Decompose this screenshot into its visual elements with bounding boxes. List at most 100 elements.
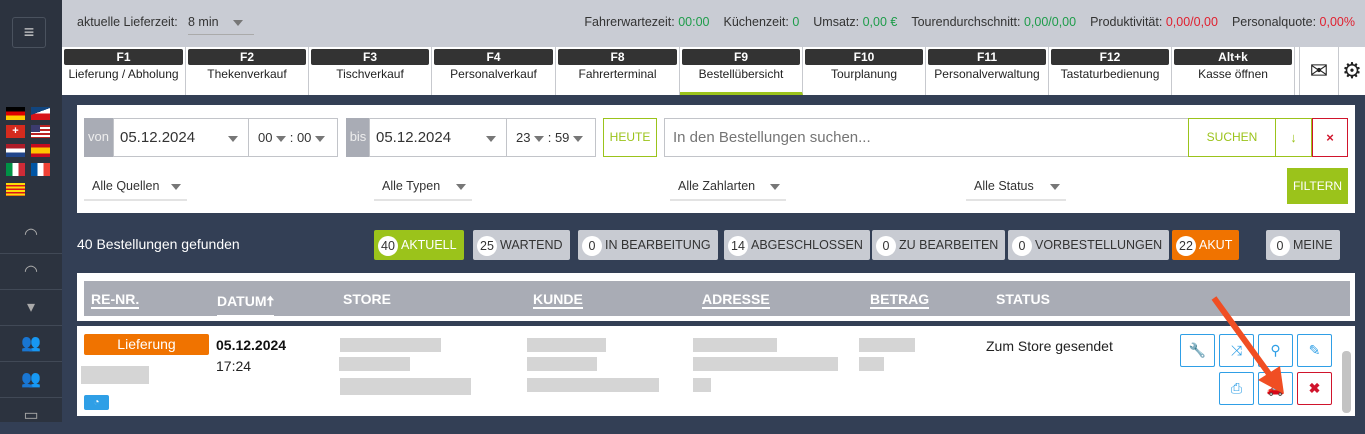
payment-value: Alle Zahlarten xyxy=(678,179,756,193)
users-icon[interactable]: 👥 xyxy=(0,325,62,361)
chevron-down-icon xyxy=(486,136,496,142)
tab-f3[interactable]: F3 Tischverkauf xyxy=(309,47,432,95)
chevron-down-icon xyxy=(456,184,466,190)
tab-shortcut: F11 xyxy=(928,49,1046,65)
pill-label: ZU BEARBEITEN xyxy=(899,238,999,252)
pill-label: AKUT xyxy=(1199,238,1233,252)
chevron-down-icon xyxy=(171,184,181,190)
pill-in-bearbeitung[interactable]: 0 IN BEARBEITUNG xyxy=(578,230,718,260)
status-select[interactable]: Alle Status xyxy=(966,175,1066,201)
tab-shortcut: F8 xyxy=(558,49,677,65)
gear-icon[interactable]: ⚙ xyxy=(1339,47,1365,95)
flag-nl-icon[interactable] xyxy=(6,144,25,157)
pill-aktuell[interactable]: 40 AKTUELL xyxy=(374,230,464,260)
payment-select[interactable]: Alle Zahlarten xyxy=(670,175,786,201)
pill-abgeschlossen[interactable]: 14 ABGESCHLOSSEN xyxy=(724,230,870,260)
type-value: Alle Typen xyxy=(382,179,441,193)
bucket-icon[interactable]: ▾ xyxy=(0,289,62,325)
flag-de-icon[interactable] xyxy=(6,107,25,120)
header-adresse[interactable]: ADRESSE xyxy=(702,291,770,309)
tab-label: Personalverwaltung xyxy=(934,67,1040,81)
print-icon[interactable]: ⎙ xyxy=(1219,372,1254,405)
results-count: 40 Bestellungen gefunden xyxy=(77,236,240,252)
flag-fr-icon[interactable] xyxy=(31,163,50,176)
header-kunde[interactable]: KUNDE xyxy=(533,291,583,309)
to-time-input[interactable]: 23 : 59 xyxy=(506,118,596,157)
pill-meine[interactable]: 0 MEINE xyxy=(1266,230,1340,260)
tab-altk[interactable]: Alt+k Kasse öffnen xyxy=(1172,47,1295,95)
tab-f10[interactable]: F10 Tourplanung xyxy=(803,47,926,95)
scrollbar[interactable] xyxy=(1342,351,1351,413)
tab-label: Kasse öffnen xyxy=(1198,67,1268,81)
from-hour[interactable]: 00 xyxy=(258,130,273,145)
tab-f1[interactable]: F1 Lieferung / Abholung xyxy=(62,47,186,95)
function-tabs: F1 Lieferung / Abholung F2 Thekenverkauf F3 T… xyxy=(62,47,1365,95)
clear-search-icon[interactable]: × xyxy=(1312,118,1348,157)
filter-card: von 05.12.2024 00 : 00 bis 05.12.2024 23… xyxy=(77,105,1355,213)
from-time-input[interactable]: 00 : 00 xyxy=(248,118,338,157)
flag-it-icon[interactable] xyxy=(6,163,25,176)
sidebar: ≡ + ◠ ◠ ▾ 👥 👥 ▭ xyxy=(0,0,62,424)
from-minute[interactable]: 00 xyxy=(296,130,312,145)
redacted-amount xyxy=(859,338,915,352)
tab-label: Personalverkauf xyxy=(450,67,537,81)
flag-ch-icon[interactable]: + xyxy=(6,125,25,138)
tab-shortcut: F9 xyxy=(682,49,800,65)
to-hour[interactable]: 23 xyxy=(516,130,531,145)
pill-vorbestellungen[interactable]: 0 VORBESTELLUNGEN xyxy=(1008,230,1170,260)
flag-cz-icon[interactable] xyxy=(31,107,50,120)
search-input[interactable] xyxy=(664,118,1189,157)
pill-zu-bearbeiten[interactable]: 0 ZU BEARBEITEN xyxy=(872,230,1006,260)
stat-value: 0 xyxy=(792,15,800,29)
order-type-badge: Lieferung xyxy=(84,334,209,355)
flag-us-icon[interactable] xyxy=(31,125,50,138)
tab-shortcut: F3 xyxy=(311,49,429,65)
today-button[interactable]: HEUTE xyxy=(603,118,657,157)
redacted-customer xyxy=(527,378,659,392)
redacted-address xyxy=(693,357,838,371)
header-store: STORE xyxy=(343,291,391,307)
flag-catalonia-icon[interactable] xyxy=(6,183,25,196)
tab-label: Bestellübersicht xyxy=(698,67,784,81)
pill-count: 0 xyxy=(1270,235,1290,256)
flag-es-icon[interactable] xyxy=(31,144,50,157)
pill-count: 40 xyxy=(378,235,398,256)
source-select[interactable]: Alle Quellen xyxy=(84,175,187,201)
from-date-input[interactable]: 05.12.2024 xyxy=(113,118,249,157)
search-icon[interactable]: ⚲ xyxy=(1258,334,1293,367)
pill-akut[interactable]: 22 AKUT xyxy=(1172,230,1240,260)
shuffle-icon[interactable]: ⤨ xyxy=(1219,334,1254,367)
tab-f8[interactable]: F8 Fahrerterminal xyxy=(556,47,680,95)
tab-f4[interactable]: F4 Personalverkauf xyxy=(432,47,556,95)
tab-f11[interactable]: F11 Personalverwaltung xyxy=(926,47,1049,95)
redacted-customer xyxy=(527,357,597,371)
monitor-icon[interactable]: ▭ xyxy=(0,397,62,433)
pill-wartend[interactable]: 25 WARTEND xyxy=(473,230,570,260)
hamburger-icon[interactable]: ≡ xyxy=(12,17,46,48)
tab-f2[interactable]: F2 Thekenverkauf xyxy=(186,47,309,95)
redacted-store xyxy=(340,378,471,395)
speedometer-icon[interactable]: ◠ xyxy=(0,253,62,289)
speedometer-icon[interactable]: ◠ xyxy=(24,226,38,243)
wrench-icon[interactable]: 🔧 xyxy=(1180,334,1215,367)
filter-button[interactable]: FILTERN xyxy=(1287,168,1348,204)
arrow-down-icon[interactable]: ↓ xyxy=(1275,118,1312,157)
stat-value: 0,00 € xyxy=(862,15,898,29)
delete-icon[interactable]: ✖ xyxy=(1297,372,1332,405)
to-date-input[interactable]: 05.12.2024 xyxy=(369,118,507,157)
tab-f12[interactable]: F12 Tastaturbedienung xyxy=(1049,47,1172,95)
tab-f9[interactable]: F9 Bestellübersicht xyxy=(680,47,803,95)
stat-item: Fahrerwartezeit: 00:00 xyxy=(584,15,709,29)
delivery-time-select[interactable]: 8 min xyxy=(188,10,254,35)
to-minute[interactable]: 59 xyxy=(554,130,570,145)
pencil-icon[interactable]: ✎ xyxy=(1297,334,1332,367)
delivery-time-label: aktuelle Lieferzeit: xyxy=(77,15,178,29)
header-betrag[interactable]: BETRAG xyxy=(870,291,930,309)
users-icon[interactable]: 👥 xyxy=(0,361,62,397)
envelope-icon[interactable]: ✉ xyxy=(1299,47,1339,95)
search-button[interactable]: SUCHEN xyxy=(1188,118,1276,157)
type-select[interactable]: Alle Typen xyxy=(374,175,472,201)
header-re-nr[interactable]: RE-NR. xyxy=(91,291,140,309)
table-row[interactable]: Lieferung ◔ 05.12.2024 17:24 Zum Store g… xyxy=(77,326,1355,416)
header-datum[interactable]: DATUM🠅 xyxy=(217,291,275,317)
